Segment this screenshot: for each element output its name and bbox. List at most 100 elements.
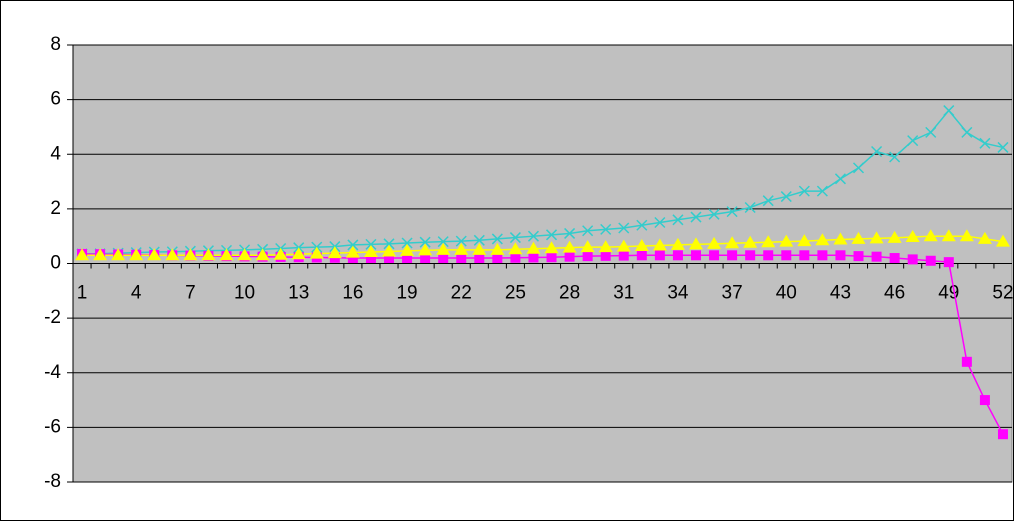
marker-triangle bbox=[869, 231, 884, 244]
marker-square bbox=[907, 254, 918, 265]
marker-triangle bbox=[707, 236, 722, 249]
marker-x bbox=[925, 126, 937, 138]
marker-square bbox=[654, 250, 665, 261]
marker-triangle bbox=[616, 239, 631, 252]
y-tick-label: 6 bbox=[50, 89, 61, 110]
marker-triangle bbox=[598, 240, 613, 253]
marker-triangle bbox=[508, 242, 523, 255]
marker-square bbox=[582, 251, 593, 262]
series-line bbox=[82, 235, 1004, 257]
marker-triangle bbox=[959, 229, 974, 242]
marker-square bbox=[889, 253, 900, 264]
marker-triangle bbox=[761, 235, 776, 248]
marker-square bbox=[618, 250, 629, 261]
marker-triangle bbox=[291, 247, 306, 260]
y-tick-label: 8 bbox=[50, 34, 61, 55]
marker-x bbox=[401, 237, 413, 249]
marker-x bbox=[762, 195, 774, 207]
marker-triangle bbox=[526, 241, 541, 254]
marker-x bbox=[834, 173, 846, 185]
marker-triangle bbox=[219, 248, 234, 261]
marker-square bbox=[365, 253, 376, 264]
y-tick-label: -6 bbox=[44, 416, 61, 437]
marker-square bbox=[727, 250, 738, 261]
marker-triangle bbox=[418, 243, 433, 256]
x-tick-label: 19 bbox=[396, 283, 417, 304]
marker-triangle bbox=[670, 237, 685, 250]
marker-square bbox=[690, 250, 701, 261]
marker-triangle bbox=[183, 248, 198, 261]
x-tick-label: 13 bbox=[288, 283, 309, 304]
marker-x bbox=[961, 126, 973, 138]
marker-x bbox=[473, 234, 485, 246]
y-tick-label: -2 bbox=[44, 307, 61, 328]
y-tick-label: 2 bbox=[50, 198, 61, 219]
marker-square bbox=[474, 253, 485, 264]
marker-x bbox=[907, 135, 919, 147]
marker-x bbox=[816, 185, 828, 197]
marker-x bbox=[744, 201, 756, 214]
series-line bbox=[82, 253, 1004, 435]
x-tick-label: 34 bbox=[667, 283, 689, 304]
y-tick-label: -8 bbox=[44, 471, 61, 492]
marker-square bbox=[510, 252, 521, 263]
marker-triangle bbox=[725, 236, 740, 249]
marker-triangle bbox=[454, 242, 469, 255]
marker-triangle bbox=[995, 234, 1010, 247]
marker-square bbox=[564, 251, 575, 262]
marker-triangle bbox=[977, 231, 992, 244]
marker-x bbox=[726, 206, 738, 218]
marker-x bbox=[618, 222, 630, 234]
marker-triangle bbox=[273, 247, 288, 260]
marker-triangle bbox=[129, 248, 144, 261]
marker-triangle bbox=[93, 248, 108, 261]
y-tick-label: -4 bbox=[44, 362, 61, 383]
x-tick-label: 10 bbox=[234, 283, 255, 304]
marker-x bbox=[798, 185, 810, 197]
marker-x bbox=[347, 239, 359, 251]
marker-x bbox=[491, 233, 503, 245]
marker-x bbox=[871, 145, 883, 158]
marker-triangle bbox=[237, 248, 252, 261]
marker-triangle bbox=[941, 229, 956, 242]
marker-triangle bbox=[815, 233, 830, 246]
marker-x bbox=[997, 141, 1009, 153]
marker-x bbox=[564, 227, 576, 239]
x-tick-label: 22 bbox=[451, 283, 472, 304]
marker-triangle bbox=[833, 232, 848, 245]
marker-triangle bbox=[923, 229, 938, 242]
x-tick-label: 40 bbox=[776, 283, 797, 304]
marker-square bbox=[528, 252, 539, 263]
marker-square bbox=[709, 250, 720, 261]
marker-x bbox=[654, 217, 666, 229]
x-tick-label: 1 bbox=[77, 283, 88, 304]
marker-square bbox=[672, 250, 683, 261]
marker-square bbox=[853, 251, 864, 262]
marker-triangle bbox=[147, 248, 162, 261]
marker-x bbox=[527, 230, 540, 242]
x-tick-label: 4 bbox=[131, 283, 142, 304]
marker-x bbox=[419, 236, 431, 248]
marker-triangle bbox=[75, 248, 90, 261]
marker-x bbox=[582, 225, 594, 237]
marker-triangle bbox=[201, 248, 216, 261]
marker-square bbox=[600, 250, 611, 261]
marker-square bbox=[979, 395, 990, 406]
marker-square bbox=[636, 250, 647, 261]
y-tick-label: 0 bbox=[50, 253, 61, 274]
marker-triangle bbox=[905, 230, 920, 243]
marker-x bbox=[600, 223, 612, 235]
marker-square bbox=[546, 252, 557, 263]
marker-square bbox=[961, 356, 972, 367]
x-tick-label: 37 bbox=[722, 283, 743, 304]
marker-x bbox=[365, 238, 377, 250]
marker-x bbox=[672, 214, 684, 226]
marker-square bbox=[347, 253, 358, 264]
marker-triangle bbox=[309, 246, 324, 259]
marker-x bbox=[509, 232, 521, 244]
marker-square bbox=[817, 250, 828, 261]
marker-square bbox=[835, 250, 846, 261]
marker-x bbox=[383, 238, 395, 250]
x-tick-label: 43 bbox=[830, 283, 851, 304]
